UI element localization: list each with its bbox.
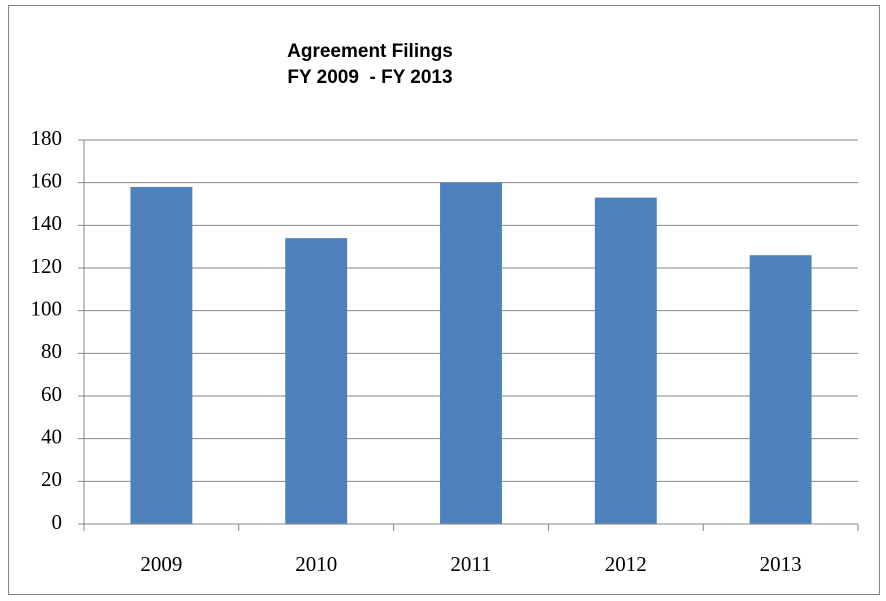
- y-tick-label: 40: [41, 424, 62, 448]
- bar: [594, 197, 657, 524]
- bar: [440, 182, 502, 524]
- y-tick-label: 160: [31, 168, 63, 192]
- y-tick-label: 80: [41, 339, 62, 363]
- bar: [130, 186, 193, 524]
- y-tick-label: 180: [31, 126, 63, 150]
- x-tick-label: 2013: [760, 552, 802, 576]
- y-tick-label: 100: [31, 296, 63, 320]
- y-tick-label: 120: [31, 254, 63, 278]
- bar: [285, 238, 348, 524]
- y-tick-label: 0: [52, 510, 63, 534]
- x-tick-label: 2009: [140, 552, 182, 576]
- y-tick-label: 20: [41, 467, 62, 491]
- y-tick-label: 140: [31, 211, 63, 235]
- x-tick-label: 2010: [295, 552, 337, 576]
- bar: [749, 255, 812, 524]
- y-tick-label: 60: [41, 382, 62, 406]
- chart-subtitle: FY 2009 - FY 2013: [287, 67, 452, 88]
- chart-title: Agreement Filings: [287, 41, 453, 62]
- x-tick-label: 2011: [450, 552, 491, 576]
- x-tick-label: 2012: [605, 552, 647, 576]
